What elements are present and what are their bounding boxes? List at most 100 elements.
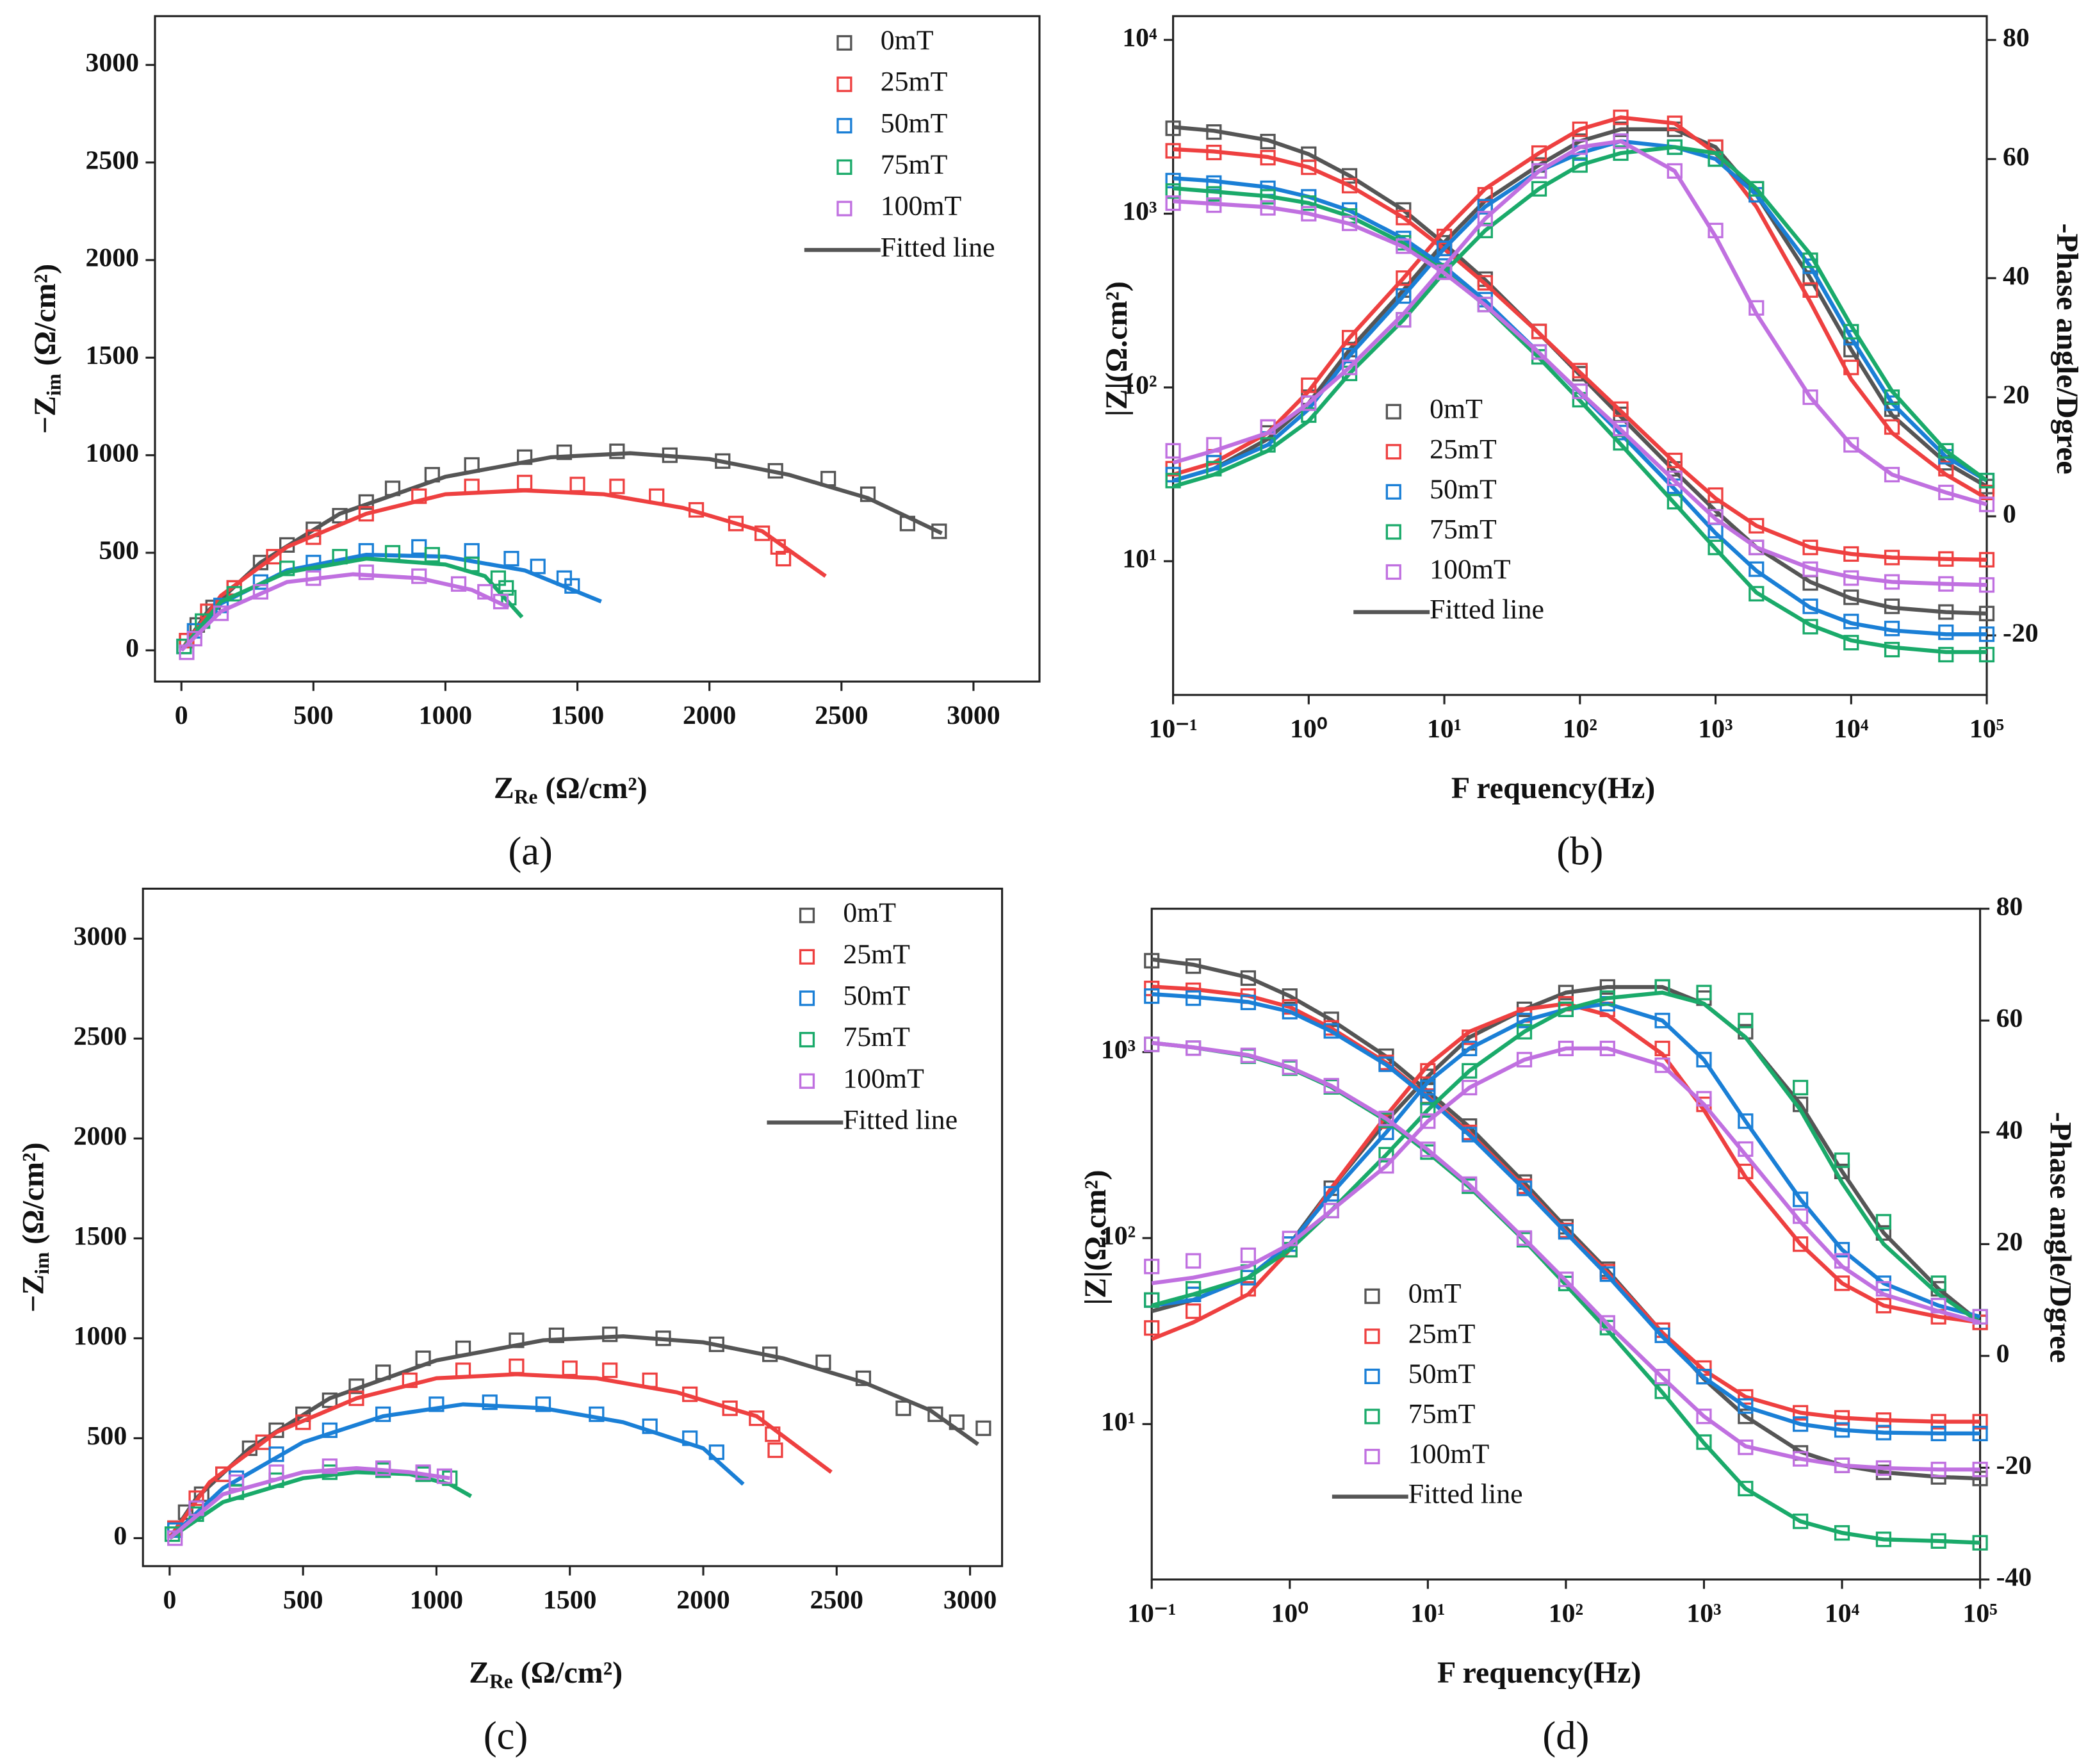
data-point (279, 560, 295, 576)
data-point (1420, 1113, 1436, 1129)
legend-marker (799, 949, 815, 965)
data-point (1378, 1147, 1394, 1163)
data-point (1884, 598, 1900, 614)
data-point (1972, 1414, 1988, 1430)
legend-label: 50mT (1430, 474, 1497, 505)
data-point (1206, 197, 1222, 213)
data-point (1834, 1241, 1850, 1258)
data-point (1396, 312, 1412, 328)
data-point (1599, 1315, 1615, 1331)
y2-tick-label: 20 (2003, 380, 2030, 410)
data-point (1654, 1040, 1670, 1056)
legend-label: 25mT (1408, 1318, 1476, 1349)
data-point (1531, 344, 1547, 360)
data-point (1516, 1052, 1533, 1068)
data-point (1613, 133, 1629, 149)
data-point (255, 1434, 271, 1450)
caption: (d) (1542, 1713, 1589, 1758)
data-point (1708, 151, 1724, 167)
y2-tick-label: 80 (2003, 23, 2030, 53)
data-point (1477, 211, 1493, 227)
legend-label: 75mT (843, 1022, 910, 1052)
data-point (1667, 452, 1683, 468)
data-point (1613, 420, 1629, 437)
fitted-line (1172, 115, 1988, 500)
fitted-line (168, 1470, 473, 1540)
x-tick-label: 10³ (1686, 1599, 1721, 1628)
legend-marker (836, 159, 852, 176)
panel: 0 500 1000 1500 2000 2500 3000 0 500 1000 1500 2000… (16, 887, 1004, 1758)
x-tick-label: 1000 (410, 1585, 463, 1615)
data-point (1323, 1023, 1339, 1039)
data-point (1793, 1079, 1809, 1096)
axis-label-unit: (Ω/cm²) (513, 1656, 623, 1690)
data-point (1938, 443, 1954, 459)
data-point (1323, 1077, 1339, 1094)
data-point (776, 551, 792, 567)
data-point (509, 1358, 525, 1375)
x-tick-label: 500 (283, 1585, 323, 1615)
data-point (1420, 1141, 1436, 1157)
legend-label: 50mT (1408, 1359, 1476, 1389)
data-point (1834, 1275, 1850, 1291)
data-point (1834, 1525, 1850, 1541)
data-point (1802, 598, 1818, 614)
data-point (1843, 635, 1859, 651)
data-point (569, 477, 585, 493)
data-point (1206, 124, 1222, 140)
x-tick-label: 2000 (683, 701, 736, 730)
legend-label: 100mT (1430, 554, 1511, 585)
y-tick-label: 1000 (74, 1321, 127, 1351)
data-point (1654, 979, 1670, 995)
y2-axis-label: -Phase angle/Dgree (2050, 224, 2084, 475)
data-point (1978, 496, 1995, 512)
data-point (1708, 222, 1724, 238)
legend-label: 50mT (843, 981, 910, 1011)
axis-label-unit: (Ω/cm²) (28, 264, 62, 373)
data-point (1599, 979, 1615, 995)
data-point (1738, 1409, 1754, 1425)
x-tick-label: 1000 (419, 701, 472, 730)
legend-label: 75mT (1408, 1398, 1476, 1429)
data-point (1462, 1079, 1478, 1096)
data-point (1972, 1309, 1988, 1325)
legend-label: 100mT (881, 191, 962, 222)
data-point (1738, 1013, 1754, 1029)
y-tick-label: 10² (1122, 370, 1157, 400)
data-point (1477, 275, 1493, 291)
y2-tick-label: 40 (2003, 261, 2030, 291)
data-point (1462, 1063, 1478, 1079)
legend-marker (836, 118, 852, 134)
data-point (1667, 163, 1683, 179)
data-point (1930, 1425, 1946, 1442)
data-point (1972, 1471, 1988, 1487)
axis-label-unit: (Ω/cm²) (16, 1143, 50, 1252)
data-point (1165, 473, 1181, 489)
legend-marker (1385, 524, 1401, 540)
x-tick-label: 10¹ (1410, 1599, 1445, 1628)
data-point (503, 551, 519, 567)
data-point (1938, 551, 1954, 567)
data-point (1240, 1247, 1256, 1263)
legend-label: 100mT (843, 1063, 924, 1094)
data-point (1978, 484, 1995, 500)
data-point (749, 1410, 765, 1426)
legend-marker (836, 76, 852, 92)
data-point (1378, 1158, 1394, 1174)
data-point (1323, 1186, 1339, 1202)
y2-tick-label: 20 (1996, 1227, 2023, 1257)
data-point (1420, 1079, 1436, 1096)
fitted-line (179, 488, 827, 652)
axis-label-main: Z (469, 1656, 489, 1690)
data-point (1696, 1409, 1712, 1425)
data-point (1978, 626, 1995, 642)
data-point (1930, 1298, 1946, 1314)
caption: (c) (484, 1713, 528, 1758)
data-point (1738, 1439, 1754, 1455)
fitted-line (1173, 147, 1987, 562)
data-point (1341, 347, 1358, 364)
axis-label-main: −Z (16, 1275, 50, 1312)
data-point (1802, 389, 1818, 405)
x-tick-label: 1500 (543, 1585, 596, 1615)
